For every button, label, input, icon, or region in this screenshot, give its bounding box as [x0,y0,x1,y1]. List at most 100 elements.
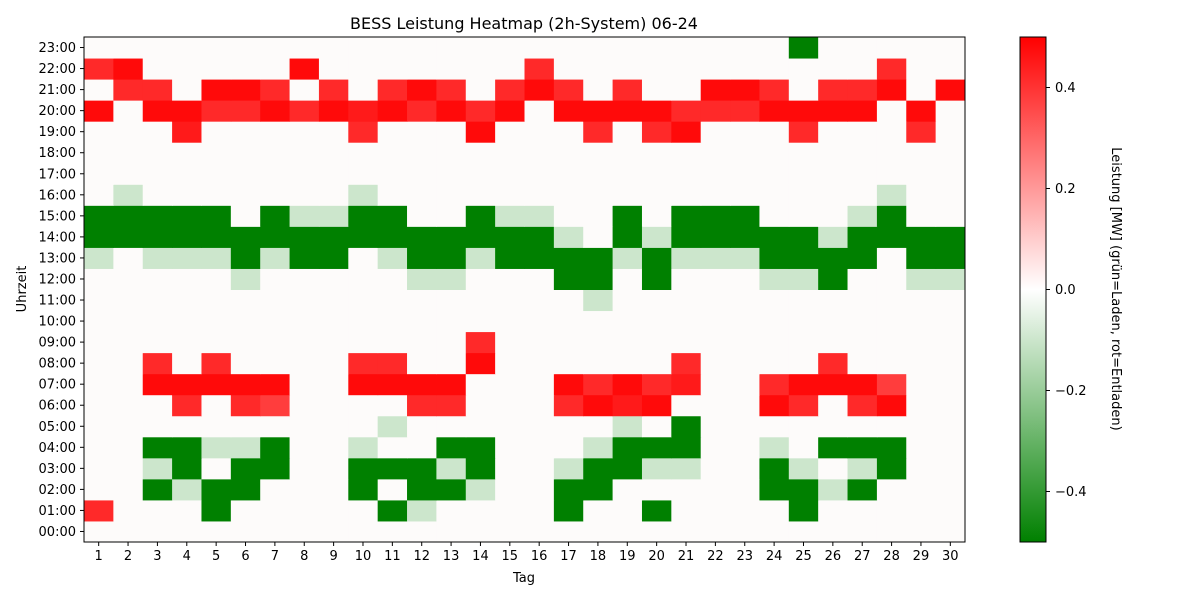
heatmap-cell [84,58,114,80]
heatmap-cell [289,373,320,396]
heatmap-cell [730,457,760,480]
heatmap-cell [318,394,349,417]
heatmap-cell [201,100,232,122]
heatmap-cell [641,37,672,59]
heatmap-cell [260,352,291,375]
heatmap-cell [876,478,907,501]
heatmap-cell [876,100,907,122]
heatmap-cell [172,226,202,248]
heatmap-cell [612,121,643,143]
y-tick-label: 06:00 [39,399,76,414]
heatmap-cell [201,205,232,227]
heatmap-cell [700,289,731,312]
heatmap-cell [465,100,496,122]
heatmap-cell [142,394,173,417]
heatmap-cell [495,163,525,185]
colorbar-tick-label: 0.0 [1055,283,1076,298]
heatmap-cell [407,268,437,290]
heatmap-cell [906,247,937,269]
heatmap-cell [201,58,232,80]
heatmap-cell [348,415,379,438]
heatmap-cell [788,436,819,459]
heatmap-cell [172,436,202,459]
heatmap-cell [407,163,437,185]
heatmap-cell [407,58,437,80]
heatmap-cell [377,457,408,480]
heatmap-cell [759,184,790,206]
heatmap-cell [641,205,672,227]
heatmap-cell [260,373,291,396]
heatmap-cell [759,394,790,417]
heatmap-cell [377,184,408,206]
x-axis: 1 2 3 4 5 6 7 8 9 10 11 12 13 14 15 16 17 18 19 20 21 22 23 24 2… [95,542,959,564]
heatmap-cell [495,37,525,59]
heatmap-cell [847,205,878,227]
heatmap-cell [260,205,291,227]
heatmap-cell [700,100,731,122]
heatmap-cell [818,352,849,375]
heatmap-cell [524,142,555,164]
heatmap-cell [318,373,349,396]
heatmap-cell [906,121,937,143]
heatmap-cell [407,142,437,164]
heatmap-cell [407,457,437,480]
heatmap-cell [230,394,261,417]
heatmap-cell [730,79,760,101]
heatmap-cell [495,268,525,290]
heatmap-cell [318,289,349,312]
heatmap-cell [436,499,467,522]
heatmap-cell [142,310,173,333]
heatmap-cell [495,499,525,522]
heatmap-cell [524,457,555,480]
heatmap-cell [113,268,144,290]
heatmap-cell [553,436,584,459]
heatmap-cell [583,142,614,164]
heatmap-cell [553,457,584,480]
heatmap-cell [906,415,937,438]
heatmap-cell [876,352,907,375]
heatmap-cell [671,142,702,164]
heatmap-cell [524,268,555,290]
heatmap-cell [818,331,849,354]
heatmap-cell [172,520,202,543]
heatmap-cell [641,436,672,459]
heatmap-cell [289,520,320,543]
heatmap-cell [641,142,672,164]
heatmap-cell [230,58,261,80]
heatmap-cell [465,247,496,269]
heatmap-cell [289,205,320,227]
heatmap-cell [201,289,232,312]
heatmap-cell [612,373,643,396]
heatmap-cell [641,247,672,269]
y-tick-label: 03:00 [39,462,76,477]
heatmap-cell [641,289,672,312]
heatmap-cell [788,310,819,333]
heatmap-cell [583,163,614,185]
heatmap-cell [201,268,232,290]
heatmap-cell [612,457,643,480]
heatmap-cell [818,58,849,80]
heatmap-cell [348,163,379,185]
heatmap-cell [230,331,261,354]
heatmap-cell [818,142,849,164]
heatmap-cell [377,226,408,248]
heatmap-cell [318,499,349,522]
heatmap-cell [436,37,467,59]
heatmap-cell [465,520,496,543]
heatmap-cell [906,205,937,227]
heatmap-cell [788,520,819,543]
heatmap-cell [524,352,555,375]
heatmap-cell [730,331,760,354]
heatmap-cell [935,163,966,185]
heatmap-cell [847,226,878,248]
heatmap-cell [201,520,232,543]
heatmap-cell [583,184,614,206]
heatmap-cell [612,310,643,333]
heatmap-cell [465,289,496,312]
heatmap-cell [142,499,173,522]
heatmap-cell [700,520,731,543]
heatmap-cell [935,352,966,375]
heatmap-cell [524,310,555,333]
heatmap-cell [876,142,907,164]
